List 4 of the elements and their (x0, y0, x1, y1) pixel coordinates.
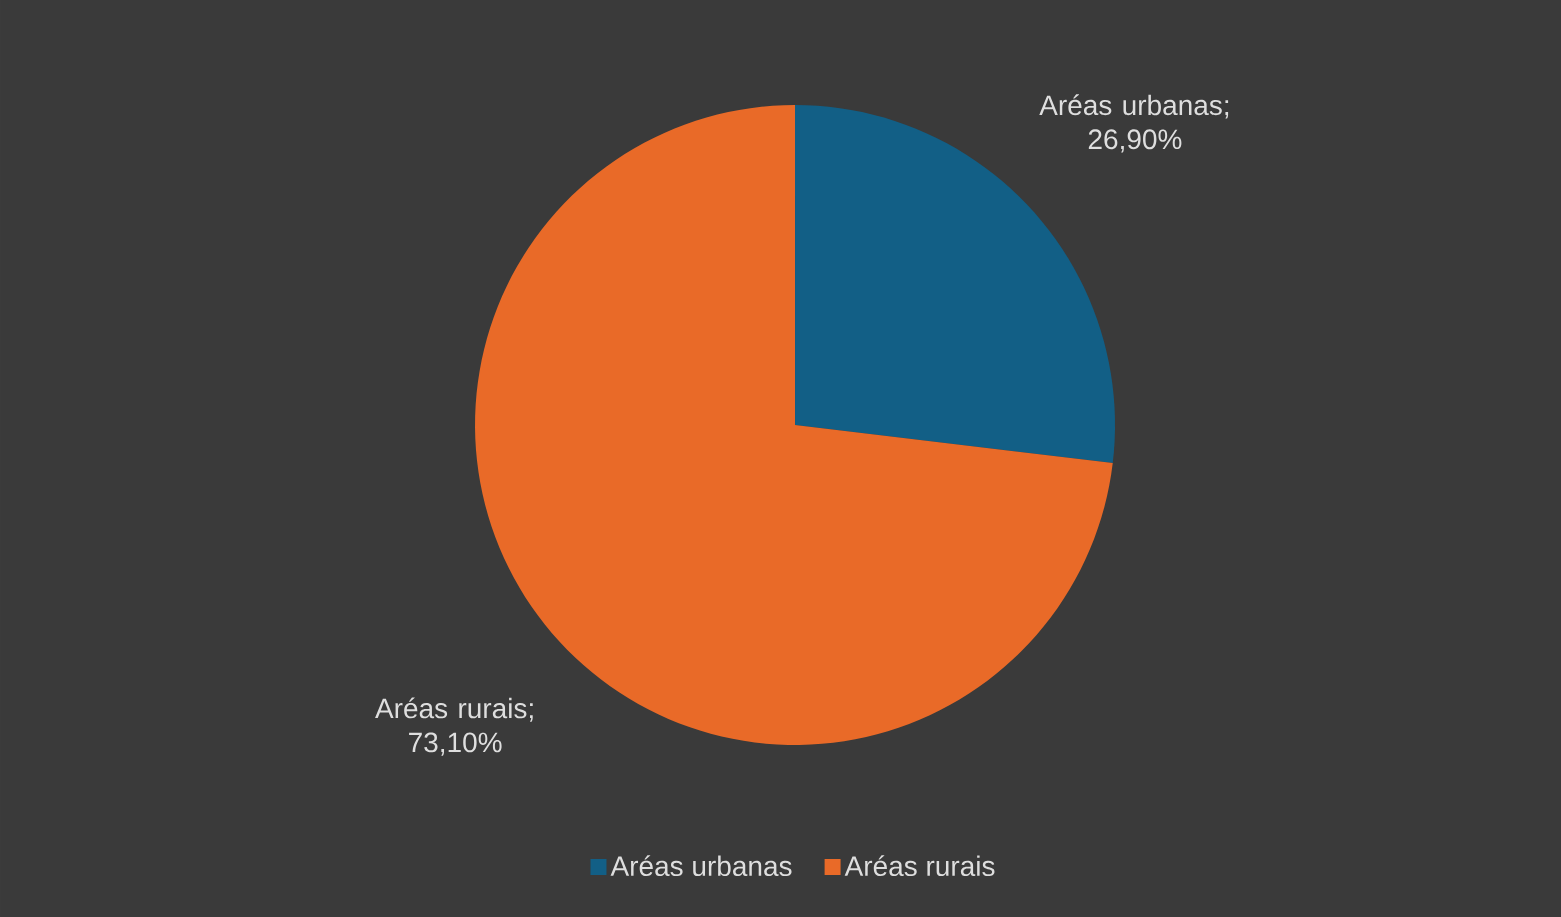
legend-label: Aréas urbanas (610, 855, 792, 877)
data-label: Aréas urbanas; 26,90% (1039, 94, 1229, 153)
legend-label: Aréas rurais (844, 855, 995, 877)
data-label: Aréas rurais; 73,10% (375, 697, 533, 756)
